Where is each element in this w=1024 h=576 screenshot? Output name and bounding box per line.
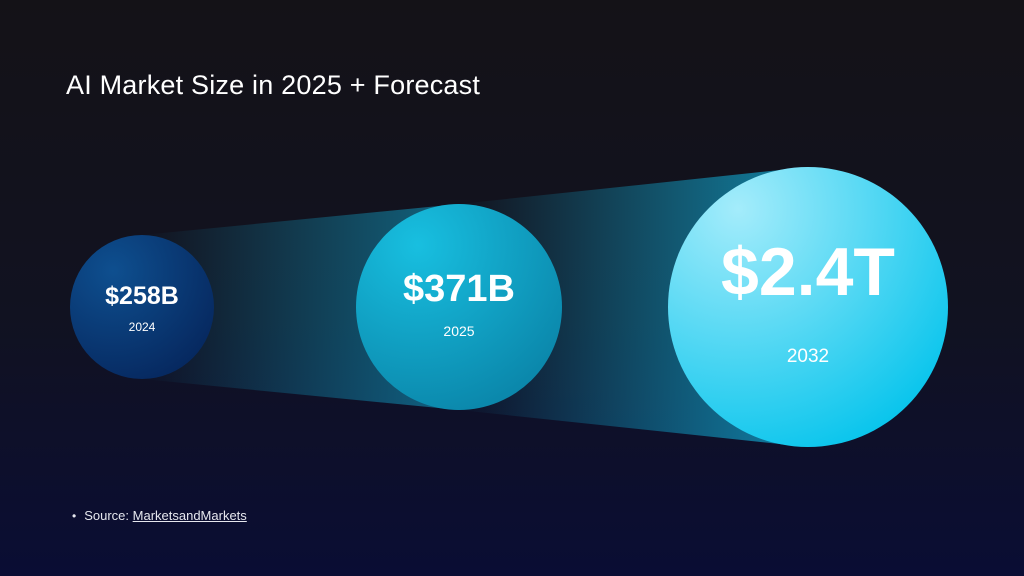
bullet: •: [72, 509, 77, 523]
bubble-2025: [356, 204, 562, 410]
bubble-2024: [70, 235, 214, 379]
source-label: Source:: [84, 508, 130, 523]
value-label-2025: $371B: [403, 268, 515, 310]
page-title: AI Market Size in 2025 + Forecast: [66, 70, 481, 100]
source-note: • Source: MarketsandMarkets: [72, 508, 247, 523]
value-label-2032: $2.4T: [721, 234, 895, 310]
source-link[interactable]: MarketsandMarkets: [132, 508, 247, 523]
year-label-2032: 2032: [787, 346, 829, 367]
bubble-2032: [668, 167, 948, 447]
year-label-2025: 2025: [443, 323, 474, 339]
value-label-2024: $258B: [105, 282, 179, 310]
year-label-2024: 2024: [129, 320, 156, 334]
